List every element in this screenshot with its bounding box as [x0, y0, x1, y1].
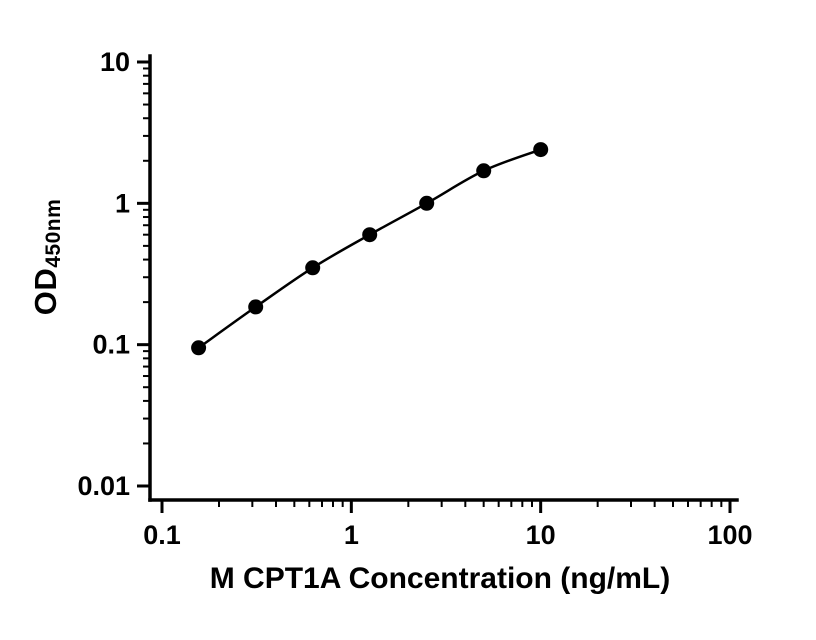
y-axis-title-main: OD — [28, 267, 63, 316]
series-curve — [197, 148, 542, 349]
x-tick-label: 1 — [344, 520, 359, 550]
y-tick-label: 10 — [100, 47, 130, 77]
y-tick-label: 0.01 — [77, 471, 130, 501]
x-axis-title: M CPT1A Concentration (ng/mL) — [209, 562, 671, 595]
data-point-marker — [476, 163, 492, 179]
data-point-marker — [419, 195, 435, 211]
data-point-marker — [305, 260, 321, 276]
y-tick-label: 1 — [115, 188, 130, 218]
x-tick-label: 10 — [526, 520, 556, 550]
y-axis-title-sub: 450nm — [42, 198, 65, 268]
x-tick-label: 100 — [707, 520, 752, 550]
y-axis-title: OD450nm — [28, 198, 65, 316]
data-point-marker — [248, 299, 264, 315]
y-tick-label: 0.1 — [92, 330, 130, 360]
data-point-marker — [362, 227, 378, 243]
x-tick-label: 0.1 — [143, 520, 181, 550]
data-point-marker — [533, 142, 549, 158]
data-point-marker — [191, 340, 207, 356]
